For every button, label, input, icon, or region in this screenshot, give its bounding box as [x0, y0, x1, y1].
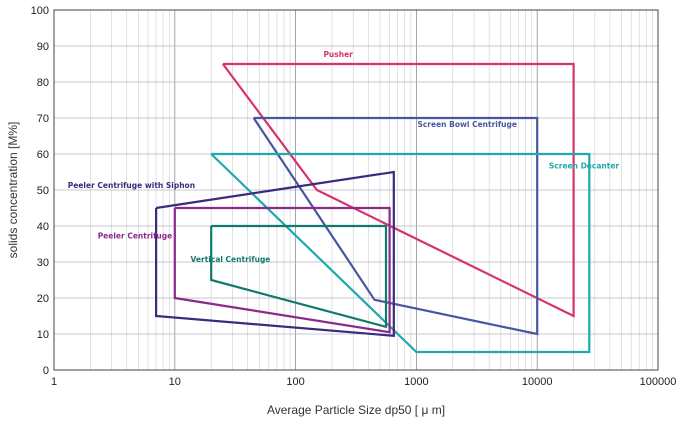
series-label: Vertical Centrifuge: [191, 255, 271, 264]
series-label: Peeler Centrifuge: [98, 232, 172, 241]
series-outline: [222, 62, 575, 318]
series-outline: [252, 116, 539, 336]
series-label: Pusher: [323, 50, 353, 59]
series-outline: [173, 206, 391, 334]
y-tick-label: 90: [37, 41, 49, 53]
y-tick-label: 10: [37, 329, 49, 341]
y-tick-label: 60: [37, 149, 49, 161]
series-outline: [155, 170, 395, 337]
y-tick-label: 20: [37, 293, 49, 305]
series-layer: Pusher Screen Bowl Centrifuge Screen Decan…: [68, 50, 620, 354]
y-tick-label: 70: [37, 113, 49, 125]
y-tick-label: 80: [37, 77, 49, 89]
y-tick-label: 0: [43, 365, 49, 377]
y-tick-label: 40: [37, 221, 49, 233]
series-outline: [210, 152, 591, 354]
series-outline: [210, 224, 388, 329]
x-tick-label: 1: [51, 376, 57, 388]
x-tick-label: 10: [169, 376, 181, 388]
x-tick-label: 10000: [522, 376, 553, 388]
x-tick-label: 100: [286, 376, 304, 388]
y-tick-label: 30: [37, 257, 49, 269]
y-tick-labels: 0 10 20 30 40 50 60 70 80 90 100: [31, 5, 49, 377]
y-tick-label: 50: [37, 185, 49, 197]
x-axis-title: Average Particle Size dp50 [ μ m]: [267, 403, 445, 417]
plot-frame: [53, 9, 659, 371]
x-tick-labels: 1 10 100 1000 10000 100000: [51, 376, 676, 388]
y-tick-label: 100: [31, 5, 49, 17]
y-axis-title: solids concentration [M%]: [6, 122, 20, 259]
series-label: Screen Decanter: [549, 161, 620, 170]
series-label: Screen Bowl Centrifuge: [417, 120, 517, 129]
x-tick-label: 100000: [640, 376, 677, 388]
series-label: Peeler Centrifuge with Siphon: [68, 181, 195, 190]
x-tick-label: 1000: [404, 376, 428, 388]
